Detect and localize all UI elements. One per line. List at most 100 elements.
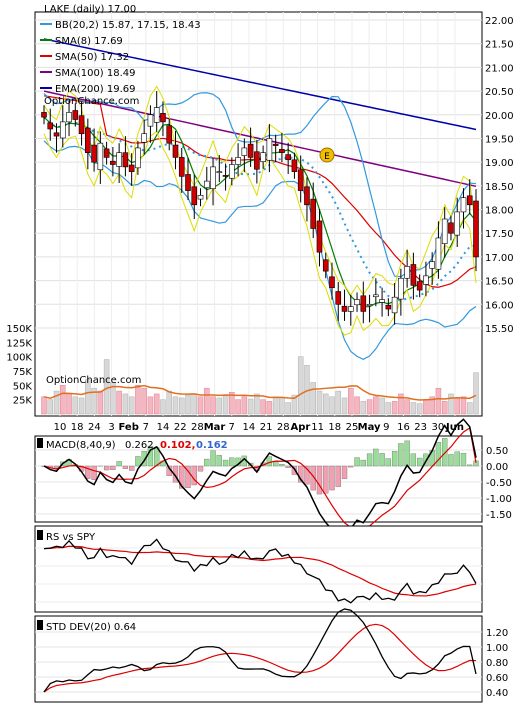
candle-body — [128, 164, 135, 172]
volume-bar — [329, 396, 335, 415]
volume-bar — [197, 396, 204, 415]
x-axis-label: 24 — [88, 422, 101, 433]
bollinger-mid-line — [43, 116, 477, 302]
std-line — [43, 608, 477, 693]
price-axis-label: 21.00 — [485, 63, 514, 74]
macd-histogram-bar — [398, 443, 404, 467]
macd-histogram-bar — [210, 450, 216, 467]
candle-body — [160, 113, 166, 123]
candle-body — [47, 122, 54, 130]
macd-axis-label: -1.00 — [486, 494, 512, 505]
legend: BB(20,2) 15.87, 17.15, 18.43 SMA(8) 17.6… — [40, 20, 201, 95]
candle-body — [222, 175, 229, 177]
x-axis-label: 10 — [54, 422, 67, 433]
macd-histogram-bar — [448, 454, 454, 467]
std-axis-label: 1.20 — [486, 628, 508, 639]
volume-bar — [66, 393, 72, 415]
volume-bar — [116, 390, 122, 415]
macd-histogram-bar — [116, 461, 122, 467]
candle-body — [398, 277, 404, 300]
price-axis-label: 17.50 — [485, 229, 514, 240]
volume-bar — [60, 385, 66, 415]
volume-bar — [153, 393, 160, 415]
macd-histogram-bar — [410, 453, 417, 467]
macd-histogram-bar — [442, 438, 448, 467]
volume-bar — [210, 396, 216, 415]
earnings-marker-label: E — [324, 152, 330, 162]
volume-bar — [360, 401, 367, 415]
price-panel: 22.00 21.50 21.00 20.50 20.00 19.50 19.00 18.50… — [6, 4, 513, 433]
volume-bar — [222, 395, 229, 415]
price-axis-label: 18.50 — [485, 182, 514, 193]
volume-bar — [141, 387, 147, 415]
volume-bar — [266, 401, 273, 415]
volume-bar — [366, 399, 373, 415]
candle-body — [72, 110, 79, 120]
x-axis-label: 3 — [108, 422, 114, 433]
volume-axis-label: 150K — [6, 324, 32, 335]
legend-bb: BB(20,2) 15.87, 17.15, 18.43 — [55, 20, 201, 31]
volume-bar — [348, 387, 354, 415]
volume-axis-label: 25K — [13, 396, 33, 407]
candle-body — [229, 164, 235, 179]
volume-bar — [322, 393, 329, 415]
volume-bar — [435, 387, 442, 415]
candle-body — [254, 151, 260, 170]
candle-body — [460, 197, 467, 213]
macd-histogram-bar — [323, 465, 329, 494]
macd-histogram-bar — [129, 465, 135, 471]
macd-histogram-bar — [216, 455, 222, 467]
volume-bar — [135, 385, 141, 415]
price-axis-label: 20.00 — [485, 111, 514, 122]
volume-bar — [147, 396, 154, 415]
price-axis-label: 17.00 — [485, 253, 514, 264]
volume-bar — [204, 387, 210, 415]
macd-histogram-bar — [310, 465, 316, 491]
std-axis-label: 0.40 — [486, 688, 508, 699]
candle-body — [91, 144, 97, 163]
volume-bar — [172, 396, 179, 415]
volume-bar — [85, 379, 91, 415]
candle-body — [354, 299, 360, 306]
rs-line — [43, 538, 477, 604]
bollinger-lower-line — [43, 140, 477, 360]
x-axis-label: 21 — [260, 422, 273, 433]
candle-body — [78, 115, 85, 135]
price-axis-label: 15.50 — [485, 324, 514, 335]
candle-body — [335, 291, 342, 305]
macd-histogram-bar — [179, 465, 185, 489]
sma100-line — [43, 90, 477, 188]
macd-histogram-bar — [304, 465, 310, 485]
price-axis-label: 16.00 — [485, 300, 514, 311]
volume-bar — [460, 396, 467, 415]
candle-body — [322, 259, 329, 272]
macd-histogram-bar — [316, 465, 323, 495]
volume-bar — [429, 396, 435, 415]
macd-histogram-bar — [366, 453, 373, 467]
x-axis-label: 22 — [174, 422, 187, 433]
volume-axis-label: 75K — [13, 367, 33, 378]
x-axis-label: Feb — [119, 422, 139, 433]
price-axis-label: 19.00 — [485, 158, 514, 169]
std-axis-label: 0.60 — [486, 673, 508, 684]
x-axis-label: 18 — [71, 422, 84, 433]
volume-bar — [410, 402, 417, 415]
candle-body — [141, 133, 147, 143]
macd-histogram-bar — [341, 465, 348, 479]
candle-body — [454, 211, 461, 236]
candle-body — [385, 304, 392, 310]
x-axis-label: 7 — [229, 422, 235, 433]
std-label: STD DEV(20) 0.64 — [46, 622, 136, 633]
macd-histogram-bar — [348, 465, 354, 468]
volume-bar — [416, 403, 423, 415]
candle-body — [235, 157, 241, 165]
candle-body — [448, 222, 454, 234]
std-panel: 1.20 1.00 0.80 0.60 0.40 STD DEV(20) 0.64 — [34, 608, 508, 703]
candle-body — [153, 107, 160, 123]
macd-panel: 0.50 0.00 -0.50 -1.00 -1.50 MACD(8,40,9) 0.2… — [34, 418, 512, 537]
macd-histogram-bar — [191, 465, 197, 486]
macd-histogram-bar — [467, 464, 473, 467]
candle-body — [116, 152, 122, 167]
macd-histogram-bar — [391, 451, 398, 467]
volume-bar — [272, 396, 279, 415]
